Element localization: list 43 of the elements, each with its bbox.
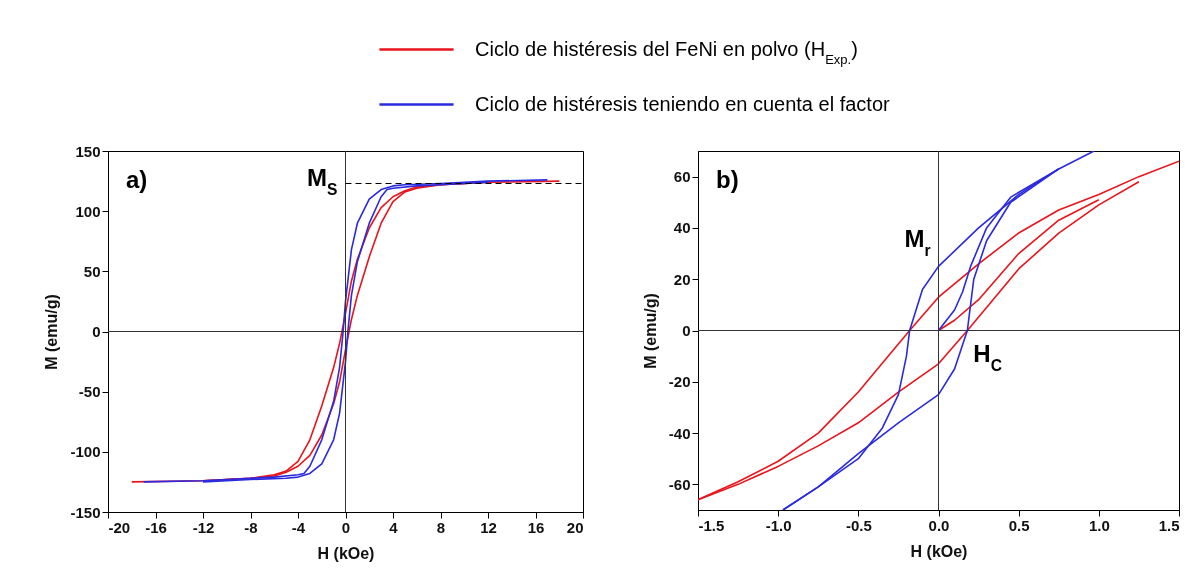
x-tick-label: 0.0 bbox=[928, 516, 950, 534]
x-tick-label: -1.5 bbox=[698, 516, 725, 534]
x-tick-label: -20 bbox=[108, 518, 131, 536]
x-tick-label: -12 bbox=[192, 518, 215, 536]
y-tick-label: 0 bbox=[92, 323, 101, 340]
x-tick-label: 12 bbox=[480, 518, 497, 536]
x-axis-title: H (kOe) bbox=[317, 544, 375, 562]
y-axis-title: M (emu/g) bbox=[641, 293, 659, 369]
x-tick-label: 1.0 bbox=[1088, 516, 1110, 534]
y-tick-label: 20 bbox=[673, 270, 691, 288]
y-tick-label: -50 bbox=[78, 383, 101, 401]
y-tick-label: -60 bbox=[668, 475, 691, 493]
x-tick-label: 20 bbox=[566, 518, 584, 536]
y-tick-label: 150 bbox=[75, 142, 101, 160]
x-tick-label: -0.5 bbox=[845, 516, 872, 534]
y-tick-label: -100 bbox=[70, 443, 101, 461]
x-tick-label: -16 bbox=[145, 518, 167, 536]
x-tick-label: 0 bbox=[341, 518, 351, 536]
x-tick-label: 1.5 bbox=[1158, 516, 1180, 534]
x-tick-label: 0.5 bbox=[1008, 516, 1030, 534]
y-tick-label: 0 bbox=[682, 322, 691, 339]
x-axis-title: H (kOe) bbox=[910, 542, 968, 560]
annotation: M$_{r}$ bbox=[904, 225, 931, 259]
x-tick-label: 16 bbox=[527, 518, 545, 536]
y-tick-label: 50 bbox=[83, 262, 101, 280]
y-axis-title: M (emu/g) bbox=[43, 294, 61, 370]
legend-label: Ciclo de histéresis del FeNi en polvo (H$_{Exp.}$) bbox=[475, 37, 858, 66]
annotation: b) bbox=[716, 166, 739, 193]
y-tick-label: 60 bbox=[673, 168, 691, 186]
y-tick-label: -40 bbox=[668, 424, 691, 442]
x-tick-label: 8 bbox=[436, 518, 446, 536]
annotation: a) bbox=[126, 166, 148, 193]
x-tick-label: -1.0 bbox=[765, 516, 792, 534]
x-tick-label: -4 bbox=[291, 518, 306, 536]
ref-line-label: M$_{S}$ bbox=[307, 164, 338, 198]
annotation: H$_{C}$ bbox=[973, 339, 1002, 373]
y-tick-label: -20 bbox=[668, 373, 691, 391]
y-tick-label: 40 bbox=[673, 219, 691, 237]
y-tick-label: -150 bbox=[70, 503, 101, 521]
y-tick-label: 100 bbox=[75, 202, 101, 220]
x-tick-label: 4 bbox=[389, 518, 399, 536]
legend-label: Ciclo de histéresis teniendo en cuenta el factor bbox=[475, 92, 891, 115]
x-tick-label: -8 bbox=[244, 518, 258, 536]
